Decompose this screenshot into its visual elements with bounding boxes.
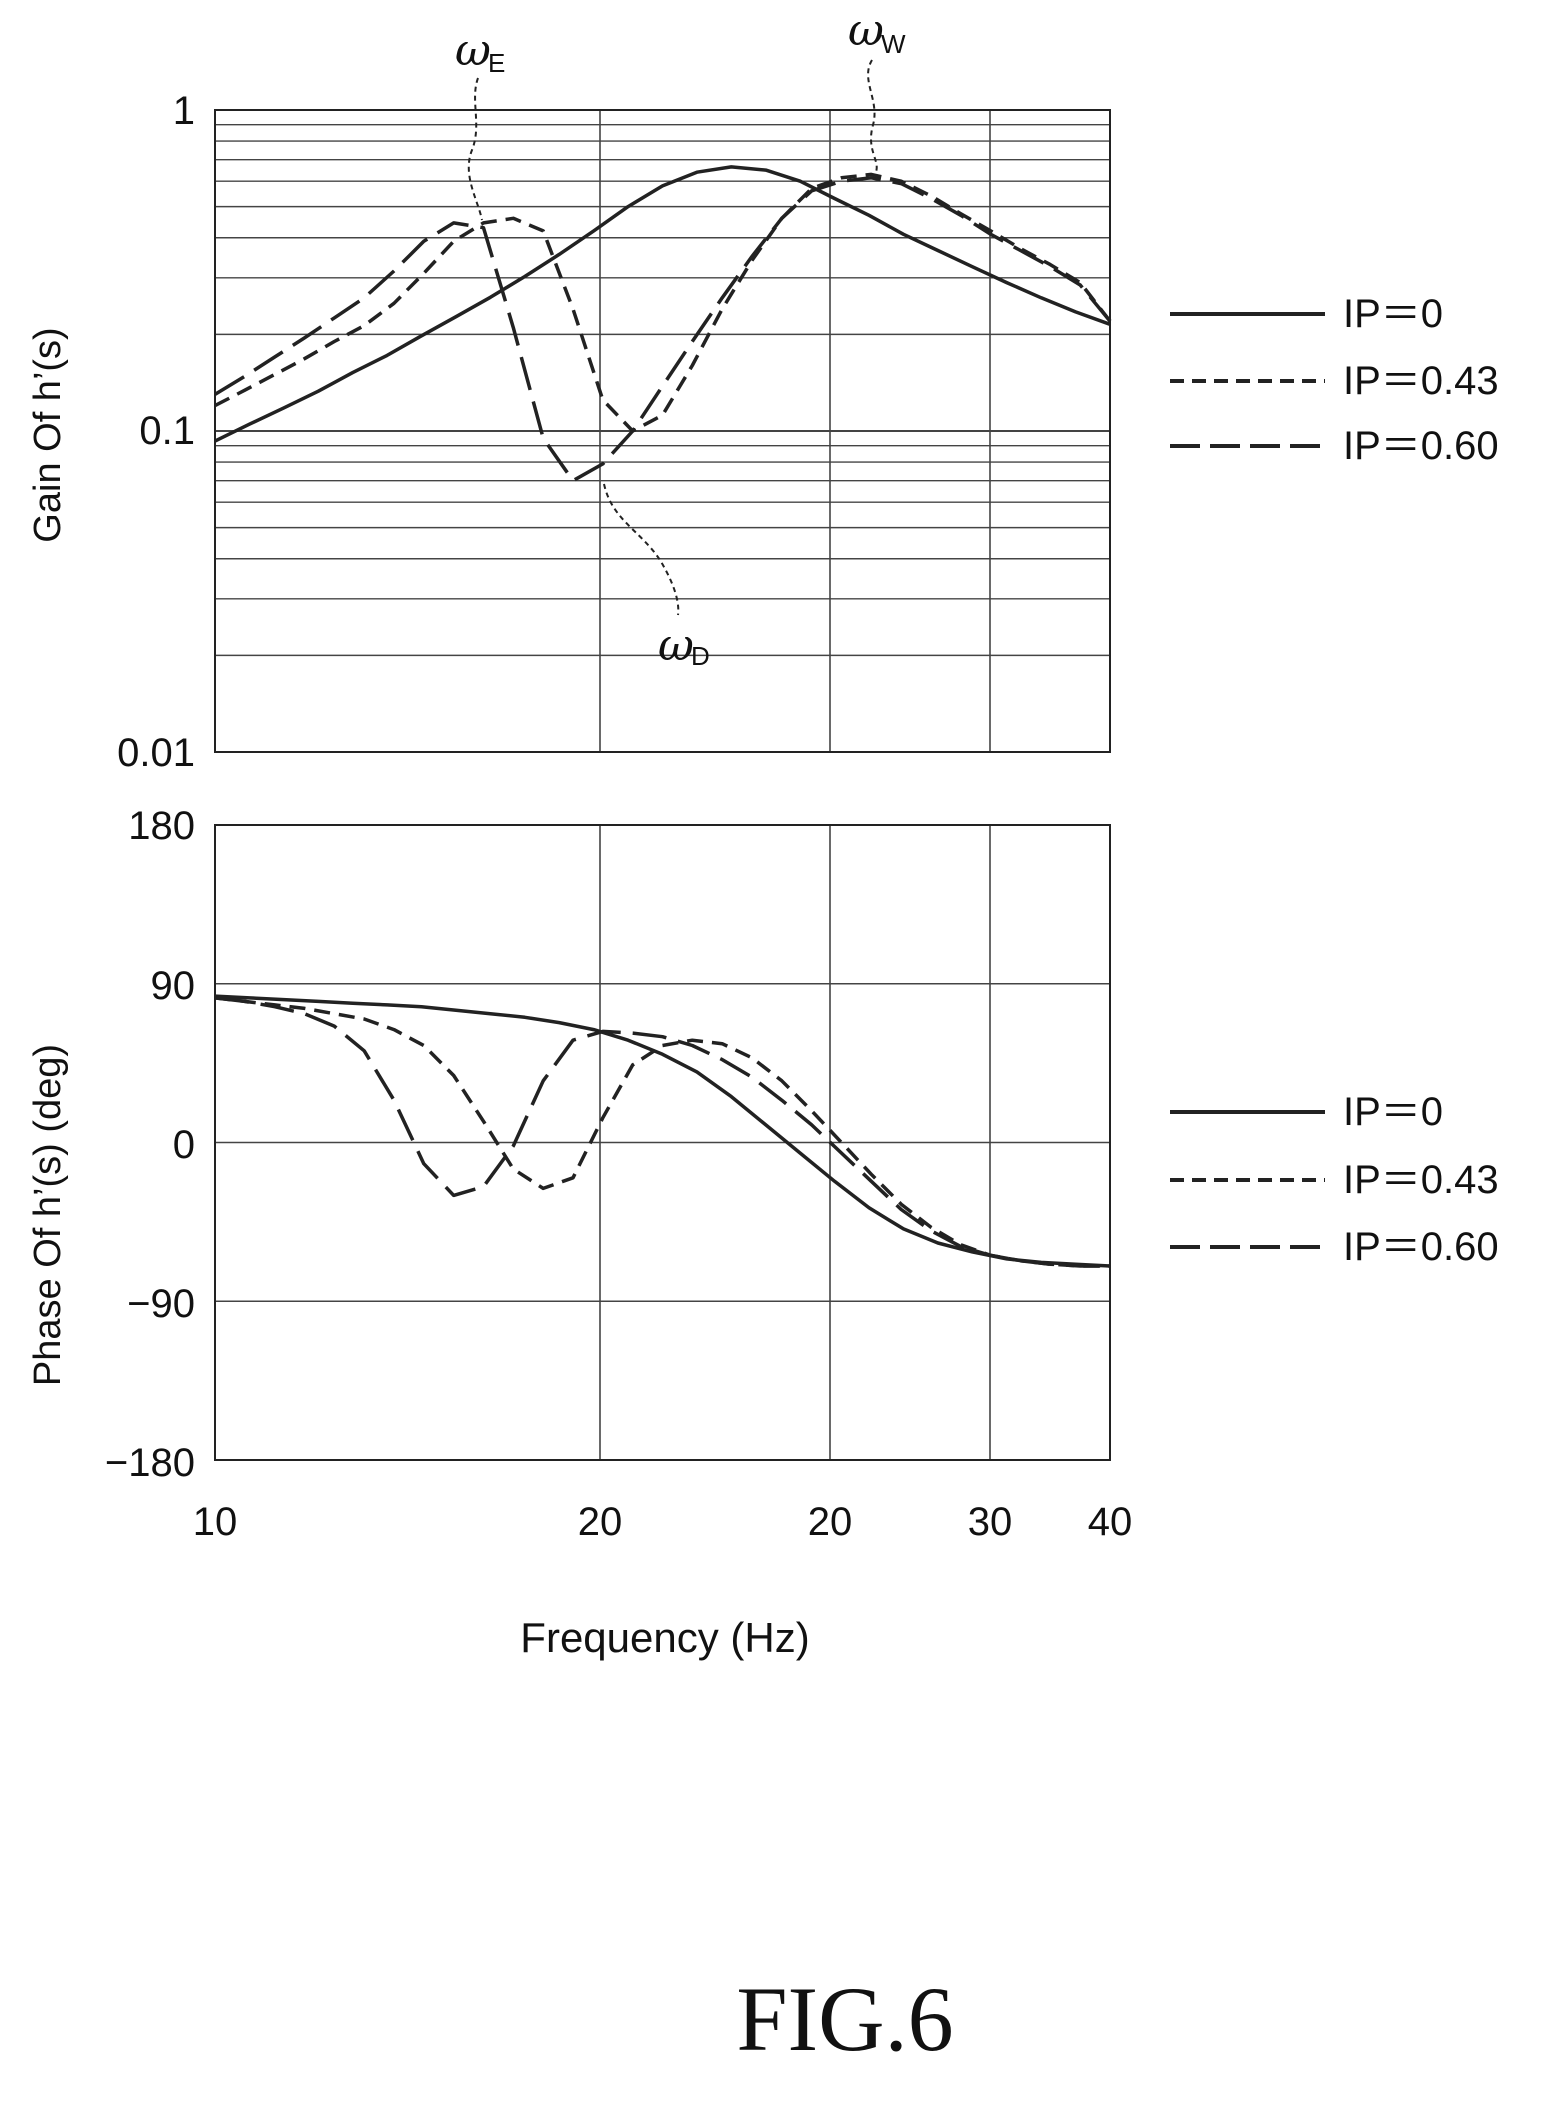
x-tick-20-a: 20 [578,1500,623,1544]
gain-gridlines [215,109,1110,753]
omega-e-annotation: ω E [455,25,505,221]
omega-e-leader [467,77,483,221]
omega-d-symbol: ω [658,620,694,671]
phase-legend-label-ip043: IP＝0.43 [1343,1158,1499,1202]
phase-series-IP＝0 [214,994,1111,1268]
omega-w-leader [867,59,878,173]
x-axis-label: Frequency (Hz) [520,1614,809,1661]
gain-series-IP＝0 [214,165,1111,443]
gain-y-tick-0.01: 0.01 [117,731,195,775]
gain-series-IP＝0.43 [214,172,1112,433]
gain-plot-frame [214,109,1111,753]
omega-d-subscript: D [691,641,710,671]
x-tick-30: 30 [968,1500,1013,1544]
phase-series-group [214,994,1111,1268]
gain-y-tick-1: 1 [173,89,195,133]
phase-chart: Phase Of h’(s) (deg) 180 90 0 −90 −180 1… [27,804,1499,1661]
omega-w-annotation: ω W [848,5,906,173]
phase-y-tick-90: 90 [151,964,196,1008]
gain-legend: IP＝0 IP＝0.43 IP＝0.60 [1170,292,1499,468]
phase-legend: IP＝0 IP＝0.43 IP＝0.60 [1170,1090,1499,1269]
gain-chart: Gain Of h’(s) 1 0.1 0.01 ω E ω W ω D IP＝… [27,5,1499,775]
omega-w-subscript: W [881,29,906,59]
omega-w-symbol: ω [848,5,884,56]
omega-e-subscript: E [488,48,505,78]
gain-axis-label: Gain Of h’(s) [27,327,69,542]
gain-legend-label-ip0: IP＝0 [1343,292,1443,336]
gain-series-group [214,165,1112,483]
gain-series-IP＝0.60 [214,176,1112,483]
x-tick-10: 10 [193,1500,238,1544]
gain-legend-label-ip043: IP＝0.43 [1343,359,1499,403]
phase-series-IP＝0.43 [214,996,1110,1268]
omega-d-leader [603,483,680,616]
phase-y-tick-0: 0 [173,1123,195,1167]
phase-gridlines [215,825,1110,1460]
gain-y-tick-0.1: 0.1 [139,409,195,453]
phase-plot-frame [214,824,1111,1461]
phase-axis-label: Phase Of h’(s) (deg) [27,1044,69,1386]
phase-legend-label-ip0: IP＝0 [1343,1090,1443,1134]
gain-legend-label-ip060: IP＝0.60 [1343,424,1499,468]
omega-e-symbol: ω [455,25,491,76]
omega-d-annotation: ω D [603,483,710,671]
phase-series-IP＝0.60 [214,996,1110,1268]
phase-y-tick-180: 180 [128,804,195,848]
phase-legend-label-ip060: IP＝0.60 [1343,1225,1499,1269]
phase-y-tick-minus180: −180 [105,1441,195,1485]
figure-label: FIG.6 [736,1968,953,2070]
x-tick-40: 40 [1088,1500,1133,1544]
phase-y-tick-minus90: −90 [127,1282,195,1326]
x-tick-20-b: 20 [808,1500,853,1544]
